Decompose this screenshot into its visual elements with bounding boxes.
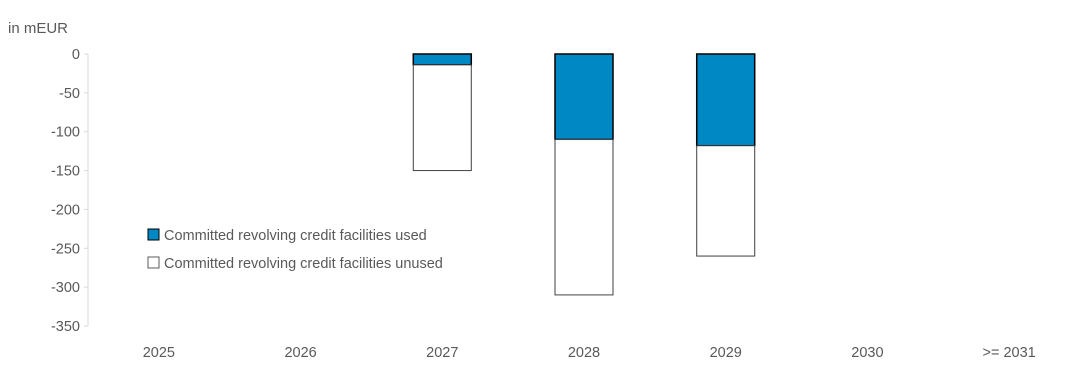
x-tick-label: 2027 [426, 345, 458, 361]
legend-swatch [147, 228, 160, 241]
legend-swatch [147, 256, 160, 269]
y-axis-ticks: 0 -50 -100 -150 -200 -250 -300 -350 [51, 47, 88, 335]
x-tick-label: 2029 [710, 345, 742, 361]
y-tick-label: -150 [51, 164, 80, 180]
bar-used [412, 53, 473, 66]
y-axis-label: in mEUR [8, 20, 68, 37]
bar-unused [554, 138, 614, 296]
bar-unused [412, 64, 472, 172]
bars [412, 53, 756, 296]
x-axis-ticks: 2025 2026 2027 2028 2029 2030 >= 2031 [143, 345, 1036, 361]
y-tick-label: -350 [51, 319, 80, 335]
y-tick-label: 0 [72, 47, 80, 63]
y-tick-label: -250 [51, 241, 80, 257]
y-tick-label: -300 [51, 280, 80, 296]
y-tick-label: -100 [51, 125, 80, 141]
x-tick-label: 2026 [284, 345, 316, 361]
bar-used [554, 53, 614, 141]
bar-unused [696, 145, 756, 257]
x-tick-label: >= 2031 [983, 345, 1036, 361]
bar-used [695, 53, 756, 147]
y-tick-label: -200 [51, 202, 80, 218]
x-tick-label: 2030 [851, 345, 883, 361]
y-tick-label: -50 [59, 86, 80, 102]
x-tick-label: 2025 [143, 345, 175, 361]
x-tick-label: 2028 [568, 345, 600, 361]
legend-label: Committed revolving credit facilities un… [164, 256, 443, 272]
legend-label: Committed revolving credit facilities us… [164, 228, 427, 244]
legend: Committed revolving credit facilities us… [147, 228, 443, 272]
